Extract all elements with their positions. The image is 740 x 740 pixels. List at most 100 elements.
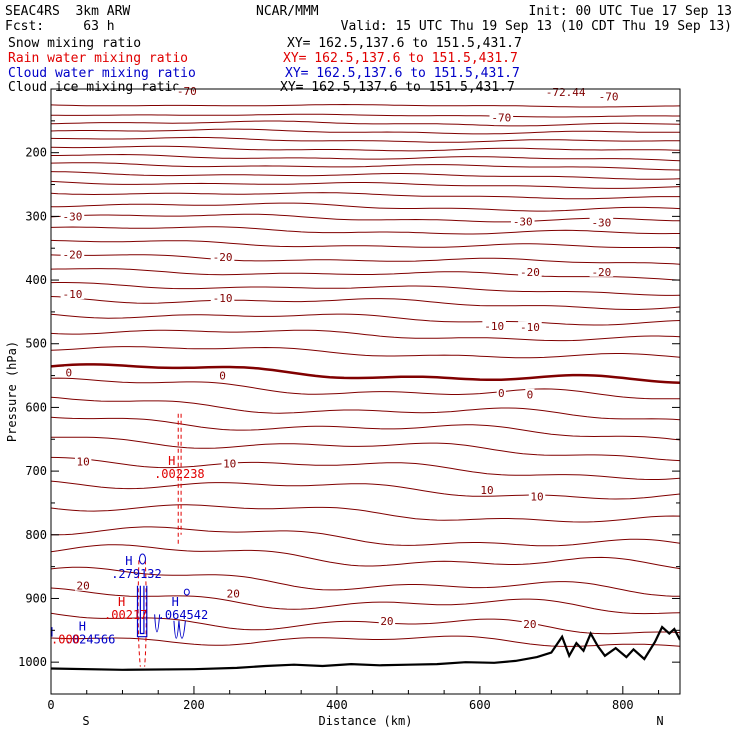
y-tick-label: 600 [25,400,47,414]
isotherm-line [51,346,680,359]
extremum-marker: H [172,595,179,609]
isotherm-line [51,363,680,385]
isotherm-line [51,504,680,523]
isotherm-line [51,329,680,342]
isotherm-line [51,202,680,212]
contour-label-bg [221,457,238,469]
extremum-marker: H [125,554,132,568]
contour-label: -20 [213,251,233,264]
isotherm-line [51,313,680,326]
contour-label-bg [378,614,396,626]
field-rain-name: Rain water mixing ratio [8,51,189,66]
contour-label: -20 [591,266,611,279]
contour-label-bg [225,587,242,599]
field-snow-xy: XY= 162.5,137.6 to 151.5,431.7 [287,36,522,51]
isotherm-line [51,213,680,223]
y-tick-label: 400 [25,273,47,287]
contour-label: 0 [527,389,534,402]
contour-label-bg [528,490,546,502]
contour-label: -70 [491,112,511,125]
contour-label: 0 [219,370,226,383]
contour-label: 20 [380,615,393,628]
contour-label: -30 [513,215,533,228]
isotherm-line [51,282,680,296]
contour-label: -10 [213,292,233,305]
rain-contour [144,560,147,667]
contour-label: 10 [530,491,543,504]
field-cloudwater-name: Cloud water mixing ratio [8,66,196,81]
contour-label-bg [543,86,589,98]
extremum-marker: H [168,454,175,468]
contour-label: -10 [484,320,504,333]
x-tick-label: 600 [469,698,491,712]
contour-label-bg [217,369,228,381]
isotherm-line [51,268,680,281]
x-tick-label: 200 [183,698,205,712]
cloud-water-contour [154,614,161,633]
contour-label-bg [74,455,92,467]
header-valid-time: Valid: 15 UTC Thu 19 Sep 13 (10 CDT Thu … [340,19,732,34]
contour-label-bg [175,84,199,96]
extremum-value: .002238 [154,467,205,481]
isotherm-line [51,136,680,143]
field-snow-name: Snow mixing ratio [8,36,142,51]
isotherm-line [51,162,680,171]
y-axis-label: Pressure (hPa) [5,341,19,442]
extremum-value: .00217 [104,608,147,622]
contour-label-bg [210,251,235,263]
contour-label: 10 [77,456,90,469]
isotherm-line [51,171,680,180]
field-rain-xy: XY= 162.5,137.6 to 151.5,431.7 [283,51,518,66]
cloud-water-contour [183,588,190,596]
y-tick-label: 900 [25,591,47,605]
x-tick-label: 0 [47,698,54,712]
isotherm-line [51,113,680,118]
isotherm-line [51,192,680,200]
x-end-label-north: N [656,714,663,728]
contour-label-bg [496,386,506,398]
contour-label: 10 [223,457,236,470]
isotherm-line [51,480,680,500]
field-cloudice-name: Cloud ice mixing ratio [8,80,181,95]
isotherm-line [51,239,680,249]
contour-label: 20 [77,580,90,593]
isotherm-line [51,436,680,462]
contour-label-bg [589,216,614,228]
contour-label-bg [518,265,542,277]
y-tick-label: 300 [25,209,47,223]
cloud-water-contour [173,620,186,639]
contour-label: -10 [63,288,83,301]
isotherm-line [51,566,680,597]
contour-label-bg [60,248,85,260]
contour-label-bg [525,388,535,400]
contour-label-bg [589,265,614,277]
isotherm-line [51,296,680,310]
contour-label: -20 [63,249,83,262]
contour-label: 20 [523,618,536,631]
isotherm-line [51,612,680,635]
contour-label: 0 [66,366,73,379]
isotherm-line [51,396,680,421]
contour-label: -70 [177,85,197,98]
plot-frame [50,88,681,695]
contour-label: -10 [520,321,540,334]
isotherm-group [51,103,680,647]
contour-label-bg [210,291,235,303]
contour-label-bg [74,579,92,591]
isotherm-line [51,180,680,189]
contour-label: -30 [63,210,83,223]
extremum-value: .064542 [158,608,209,622]
cloud-water-contour [139,585,145,635]
contour-label-bg [489,111,514,123]
isotherm-line [51,456,680,480]
contour-label-bg [596,90,621,102]
cloud-water-contour [138,553,146,565]
isotherm-line [51,254,680,265]
field-cloudwater-xy: XY= 162.5,137.6 to 151.5,431.7 [285,66,520,81]
isotherm-line [51,120,680,127]
contour-label-bg [510,215,535,227]
contour-label: 20 [227,587,240,600]
extremum-value: .000 [51,632,80,646]
contour-label: -70 [599,91,619,104]
isotherm-line [51,103,680,108]
